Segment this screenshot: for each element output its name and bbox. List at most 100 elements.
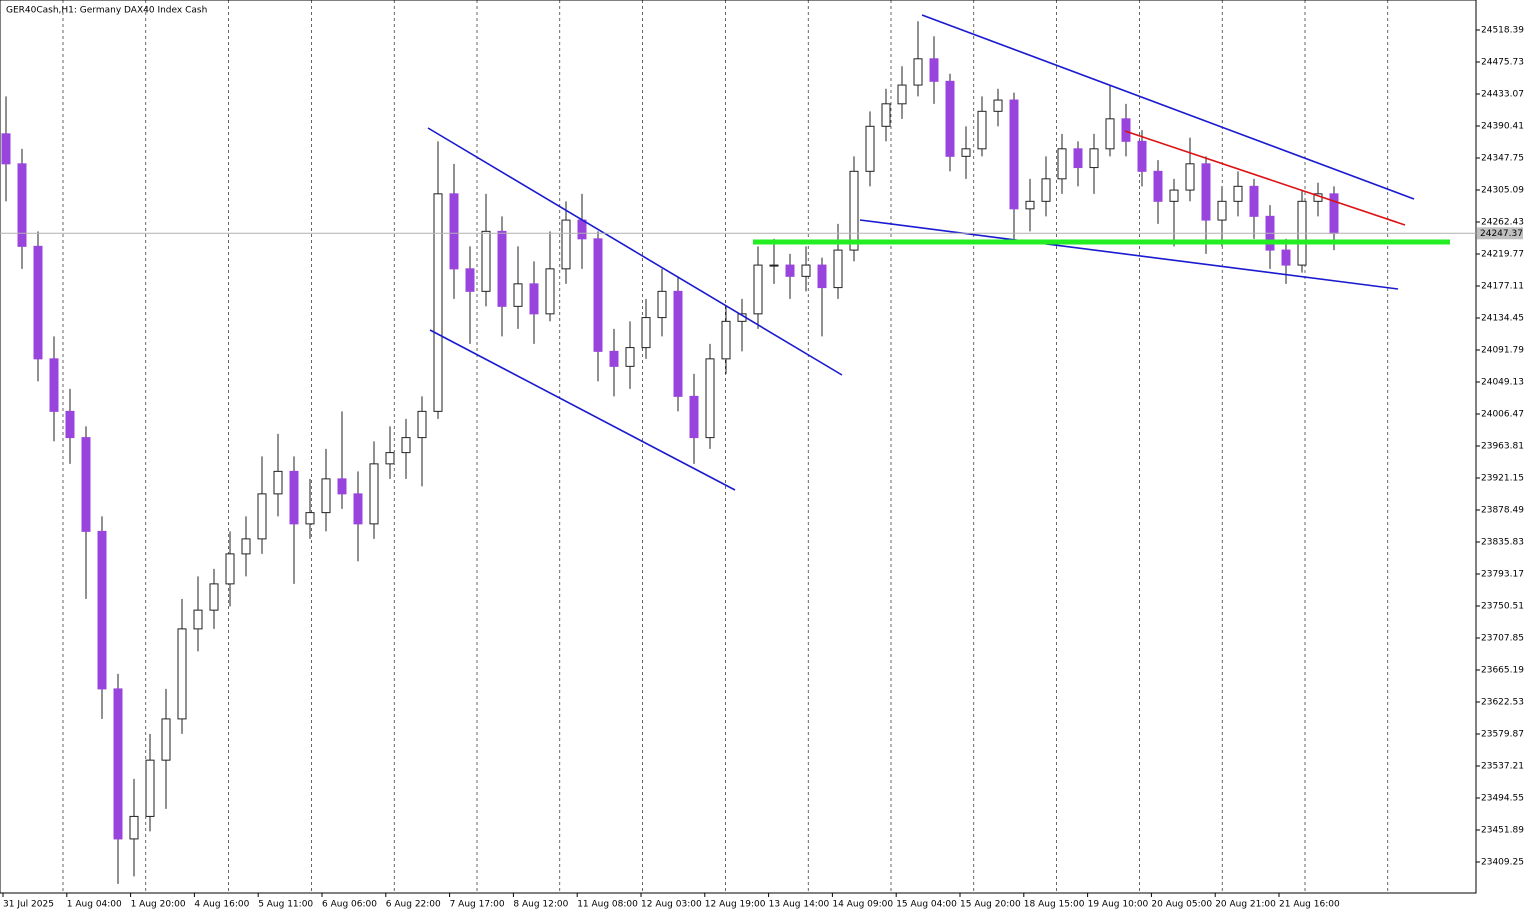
y-tick-label: 23622.53 xyxy=(1481,698,1524,708)
candle-body xyxy=(177,628,187,720)
candle-body xyxy=(865,125,875,172)
candle-body xyxy=(753,264,763,315)
candle-body xyxy=(1057,148,1067,180)
candle-body xyxy=(81,437,91,532)
candle-body xyxy=(1025,200,1035,210)
candle-body xyxy=(673,290,683,397)
x-tick-label: 21 Aug 16:00 xyxy=(1279,900,1340,910)
candle-body xyxy=(1009,99,1019,210)
y-tick-label: 23750.51 xyxy=(1481,602,1524,612)
candle-body xyxy=(929,58,939,82)
candle-body xyxy=(465,268,475,292)
x-tick-label: 6 Aug 22:00 xyxy=(386,900,441,910)
candle-body xyxy=(209,583,219,611)
trendline xyxy=(429,329,736,491)
candle-body xyxy=(1169,189,1179,202)
trendline xyxy=(859,219,1399,290)
candle-body xyxy=(817,264,827,289)
candle-body xyxy=(881,103,891,127)
x-tick-label: 1 Aug 04:00 xyxy=(67,900,122,910)
x-tick-label: 14 Aug 09:00 xyxy=(832,900,893,910)
candle-body xyxy=(769,264,779,267)
x-tick-label: 12 Aug 03:00 xyxy=(641,900,702,910)
y-tick-label: 24518.39 xyxy=(1481,26,1524,36)
candle-body xyxy=(513,283,523,307)
candle-body xyxy=(1105,118,1115,150)
y-tick-label: 23707.85 xyxy=(1481,634,1524,644)
candle-body xyxy=(705,358,715,439)
y-tick-label: 24177.11 xyxy=(1481,282,1524,292)
candle-body xyxy=(545,268,555,315)
candle-body xyxy=(913,58,923,86)
candle-body xyxy=(785,264,795,277)
y-tick-label: 24347.75 xyxy=(1481,154,1524,164)
y-tick-label: 24390.41 xyxy=(1481,122,1524,132)
trendline xyxy=(1124,130,1406,226)
candle-body xyxy=(305,512,315,525)
x-tick-label: 8 Aug 12:00 xyxy=(513,900,568,910)
candle-body xyxy=(625,347,635,367)
candle-body xyxy=(1089,148,1099,169)
y-tick-label: 23878.49 xyxy=(1481,506,1524,516)
candle-body xyxy=(273,470,283,495)
x-tick-label: 31 Jul 2025 xyxy=(3,900,54,910)
candle-body xyxy=(1,133,11,165)
y-tick-label: 24219.77 xyxy=(1481,250,1524,260)
x-tick-label: 4 Aug 16:00 xyxy=(194,900,249,910)
candle-body xyxy=(113,688,123,840)
candle-body xyxy=(721,320,731,360)
y-tick-label: 23537.21 xyxy=(1481,761,1524,771)
candle-body xyxy=(129,815,139,840)
candle-body xyxy=(945,80,955,157)
y-tick-label: 24475.73 xyxy=(1481,58,1524,68)
candle-body xyxy=(1073,148,1083,169)
candle-body xyxy=(1233,185,1243,202)
plot-frame xyxy=(0,0,1477,894)
current-price-label: 24247.37 xyxy=(1480,229,1523,239)
candle-body xyxy=(657,290,667,319)
y-tick-label: 23451.89 xyxy=(1481,825,1524,835)
candle-body xyxy=(449,193,459,270)
y-tick-label: 24262.43 xyxy=(1481,218,1524,228)
candle-body xyxy=(561,219,571,270)
y-tick-label: 23921.15 xyxy=(1481,474,1524,484)
candle-body xyxy=(993,99,1003,112)
y-tick-label: 23665.19 xyxy=(1481,666,1524,676)
y-tick-label: 23409.25 xyxy=(1481,857,1524,867)
candle-body xyxy=(353,493,363,525)
candle-body xyxy=(801,264,811,277)
trendlines xyxy=(427,14,1450,491)
chart-title: GER40Cash,H1: Germany DAX40 Index Cash xyxy=(6,6,207,16)
candle-body xyxy=(17,163,27,247)
candle-body xyxy=(977,110,987,150)
candle-body xyxy=(337,478,347,495)
candle-body xyxy=(1217,200,1227,221)
y-tick-label: 24091.79 xyxy=(1481,346,1524,356)
candle-body xyxy=(65,410,75,439)
x-tick-label: 1 Aug 20:00 xyxy=(131,900,186,910)
candle-body xyxy=(577,219,587,240)
trendline xyxy=(921,14,1415,200)
y-tick-label: 23494.55 xyxy=(1481,793,1524,803)
x-tick-label: 15 Aug 04:00 xyxy=(896,900,957,910)
candle-body xyxy=(1281,249,1291,266)
candle-body xyxy=(1201,163,1211,221)
x-tick-label: 18 Aug 15:00 xyxy=(1024,900,1085,910)
candle-body xyxy=(1249,185,1259,217)
candle-body xyxy=(641,317,651,349)
candle-body xyxy=(33,245,43,360)
candle-body xyxy=(225,553,235,585)
x-tick-label: 20 Aug 05:00 xyxy=(1151,900,1212,910)
y-tick-label: 24006.47 xyxy=(1481,410,1524,420)
candle-body xyxy=(481,230,491,292)
candle-body xyxy=(961,148,971,157)
candle-body xyxy=(1153,170,1163,202)
candle-body xyxy=(529,283,539,315)
candle-body xyxy=(833,249,843,289)
candle-body xyxy=(1185,163,1195,191)
candle-body xyxy=(385,452,395,465)
time-grid xyxy=(62,0,1389,893)
candle-body xyxy=(1121,118,1131,142)
candle-body xyxy=(145,759,155,817)
